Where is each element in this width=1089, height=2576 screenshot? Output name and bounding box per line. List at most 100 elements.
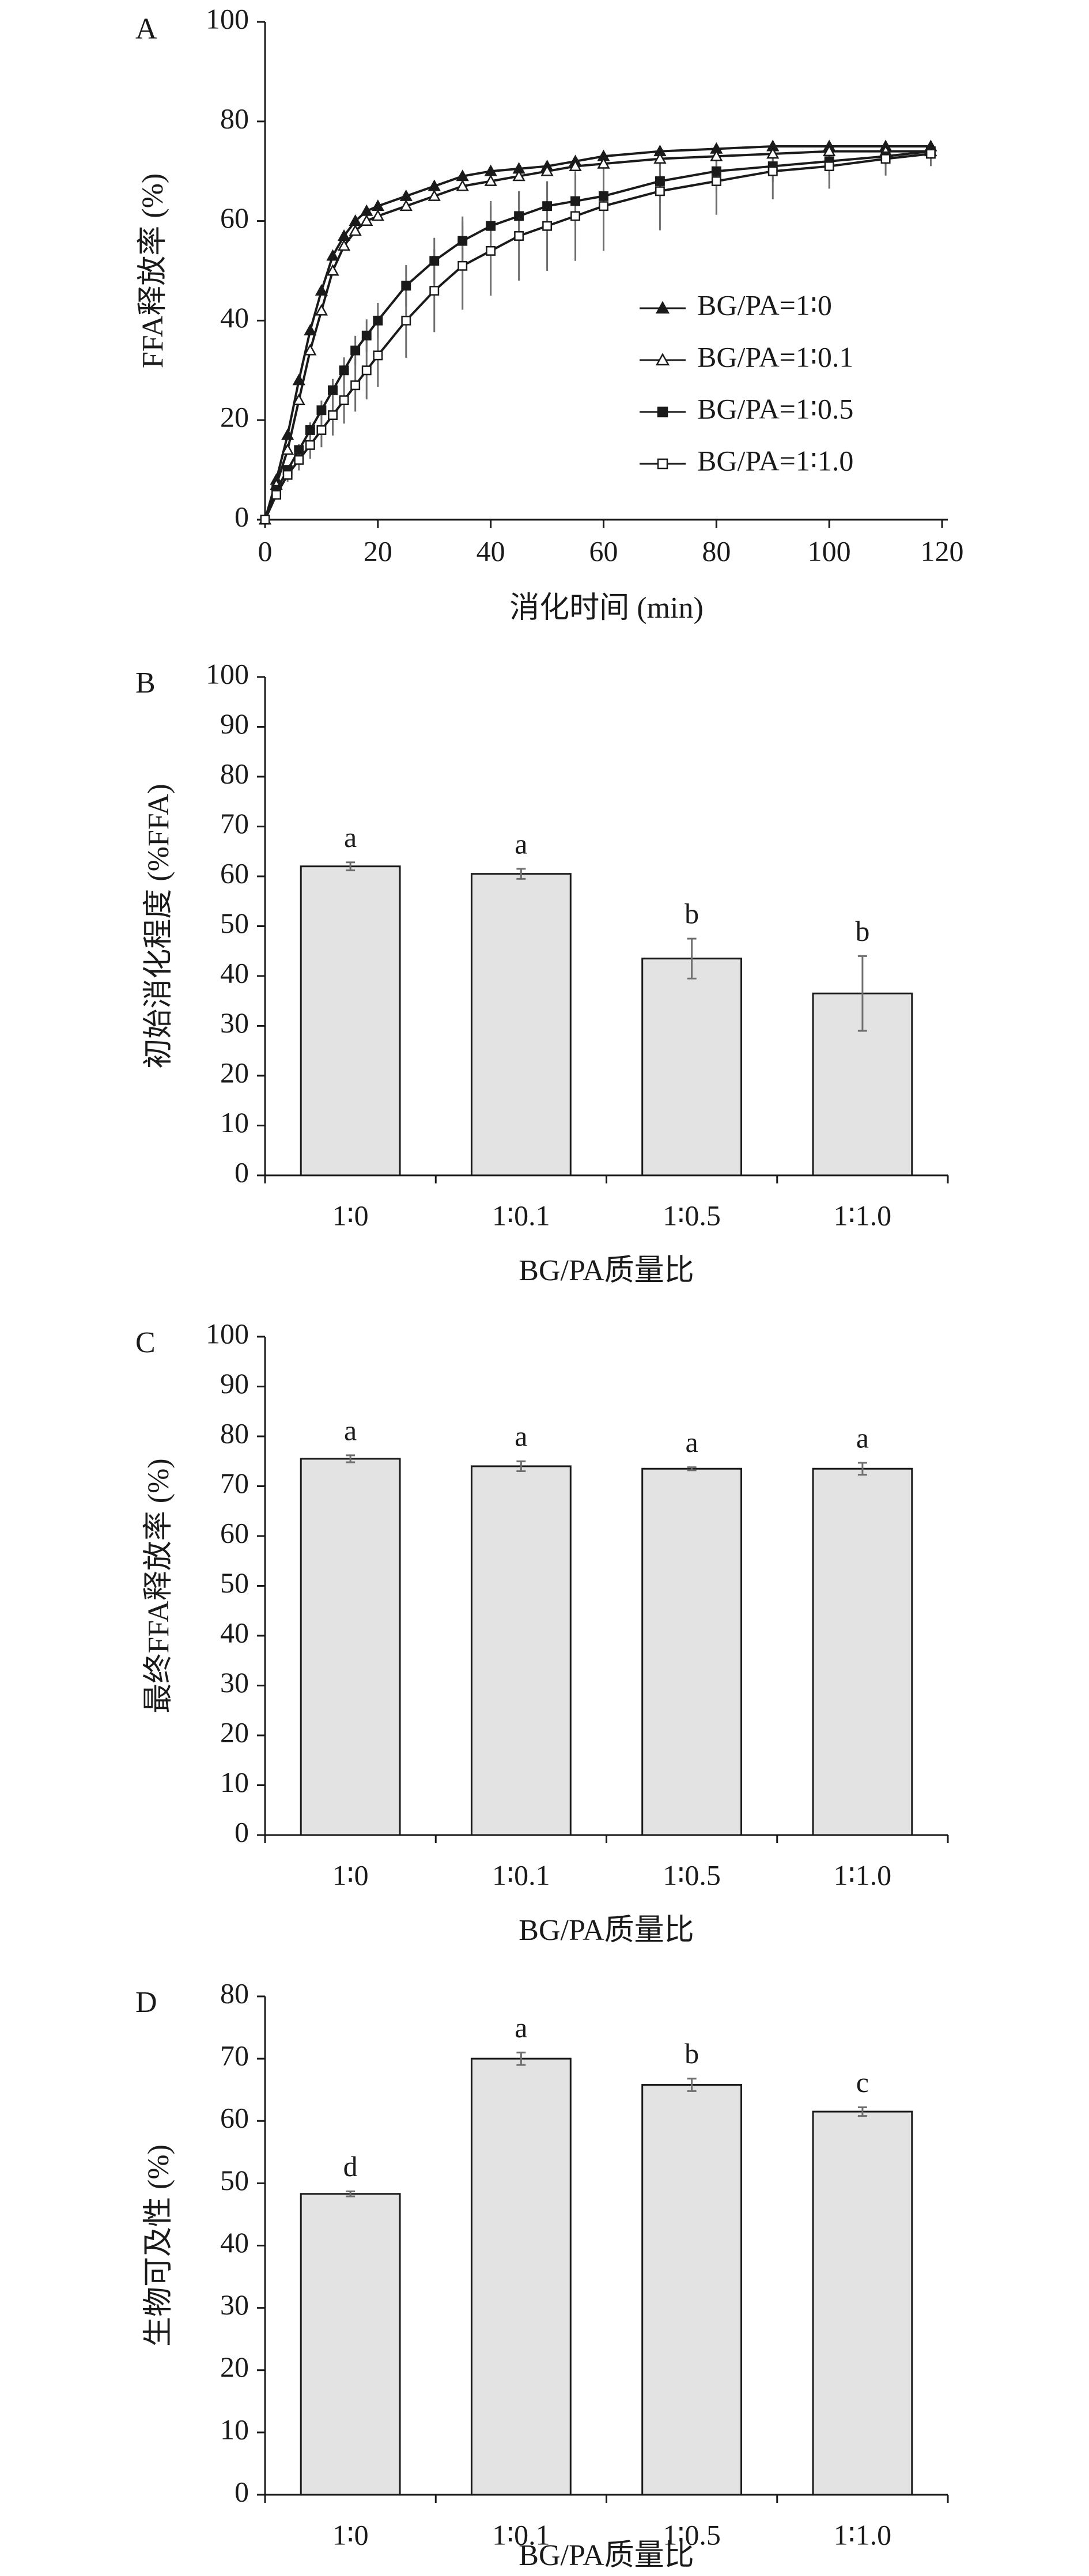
significance-letter: a [515, 2011, 527, 2044]
data-point [328, 410, 338, 421]
y-tick-label: 0 [235, 1815, 249, 1848]
x-category-label: 1∶0 [332, 2518, 369, 2551]
y-tick-label: 20 [220, 1056, 249, 1088]
significance-letter: d [343, 2150, 358, 2182]
y-tick-label: 100 [206, 657, 249, 690]
y-tick-label: 60 [220, 857, 249, 889]
data-point [401, 315, 411, 326]
data-point [361, 365, 372, 376]
bar [812, 2110, 913, 2496]
bar [641, 2084, 743, 2496]
y-tick-label: 10 [220, 2413, 249, 2445]
data-point [371, 209, 384, 221]
significance-letter: a [515, 827, 527, 860]
y-tick-label: 60 [220, 2102, 249, 2134]
data-point [361, 330, 372, 341]
y-tick-label: 70 [220, 1467, 249, 1499]
y-tick-label: 50 [220, 1567, 249, 1599]
y-tick-label: 40 [220, 1616, 249, 1648]
y-tick-label: 10 [220, 1766, 249, 1798]
data-point [711, 166, 721, 176]
bar [641, 1467, 743, 1836]
data-point [880, 154, 891, 164]
x-axis-title: 消化时间 (min) [509, 592, 704, 625]
data-point [710, 149, 723, 161]
data-point [339, 365, 349, 376]
y-axis-title: 最终FFA释放率 (%) [142, 1458, 175, 1713]
y-axis-title: FFA释放率 (%) [137, 173, 169, 368]
x-category-label: 1∶0.1 [492, 1859, 550, 1891]
significance-letter: b [685, 2037, 699, 2070]
data-point [316, 425, 327, 435]
significance-letter: b [855, 915, 869, 947]
data-point [326, 249, 339, 261]
y-tick-label: 90 [220, 708, 249, 740]
data-point [328, 385, 338, 395]
bar [300, 2193, 401, 2496]
y-tick-label: 30 [220, 1666, 249, 1699]
data-point [486, 245, 496, 256]
data-point [305, 425, 315, 435]
data-point [599, 191, 608, 201]
legend-label: BG/PA=1∶1.0 [697, 444, 853, 476]
data-point [569, 159, 582, 172]
x-tick-label: 120 [921, 535, 964, 567]
significance-letter: a [344, 821, 357, 853]
significance-letter: b [685, 898, 699, 930]
x-tick-label: 0 [258, 535, 273, 567]
panel-a-line-chart: A 0 20 40 60 80 100 FFA释放率 (%) 消化时间 (min) 0 20 40 60… [135, 2, 964, 624]
significance-letter: c [856, 2066, 869, 2098]
bar [470, 2057, 572, 2496]
data-point [823, 145, 836, 157]
y-tick-label: 20 [220, 2351, 249, 2383]
data-point [655, 176, 665, 186]
data-point [360, 214, 373, 226]
x-category-label: 1∶0 [332, 1859, 369, 1891]
panel-letter: D [135, 1986, 157, 2019]
data-point [653, 152, 667, 164]
data-point [373, 315, 383, 326]
data-point [542, 201, 553, 211]
y-tick-label: 90 [220, 1367, 249, 1399]
y-tick-label: 60 [220, 1516, 249, 1549]
data-point [512, 169, 525, 181]
data-point [339, 395, 349, 406]
y-tick-label: 0 [235, 2475, 249, 2507]
x-tick-label: 40 [477, 535, 505, 567]
y-axis-title: 生物可及性 (%) [142, 2144, 175, 2347]
data-point [294, 455, 304, 465]
significance-letter: a [856, 1421, 869, 1454]
x-category-label: 1∶1.0 [834, 1859, 892, 1891]
data-point [304, 343, 317, 355]
data-point [514, 231, 524, 241]
data-point [349, 224, 362, 236]
y-axis-title: 初始消化程度 (%FFA) [142, 784, 175, 1068]
data-point [540, 164, 554, 176]
x-category-label: 1∶1.0 [834, 2518, 892, 2551]
data-point [350, 345, 361, 355]
y-tick-label: 50 [220, 2164, 249, 2196]
data-point [271, 490, 282, 500]
data-point [429, 256, 440, 266]
y-tick-label: 30 [220, 1007, 249, 1039]
data-point [767, 166, 778, 176]
x-tick-label: 60 [589, 535, 618, 567]
x-category-label: 1∶0.5 [663, 1859, 721, 1891]
data-point [281, 443, 294, 455]
data-point [326, 264, 339, 276]
data-point [457, 260, 468, 271]
legend-marker [655, 301, 670, 314]
panel-c-bar-chart: C 0 10 20 30 40 50 60 70 80 90 100 最终FFA释放率 (%) BG/PA… [135, 1317, 949, 1947]
data-point [484, 174, 497, 186]
x-category-label: 1∶0.1 [492, 2518, 550, 2551]
bar [300, 1458, 401, 1836]
data-point [304, 324, 317, 336]
bar [470, 873, 572, 1177]
x-axis-title: BG/PA质量比 [519, 1254, 694, 1287]
x-axis-title: BG/PA质量比 [519, 1914, 694, 1947]
bar [470, 1465, 572, 1836]
bar [641, 958, 743, 1177]
data-point [401, 281, 411, 291]
data-point [711, 176, 721, 186]
data-point [316, 405, 327, 415]
